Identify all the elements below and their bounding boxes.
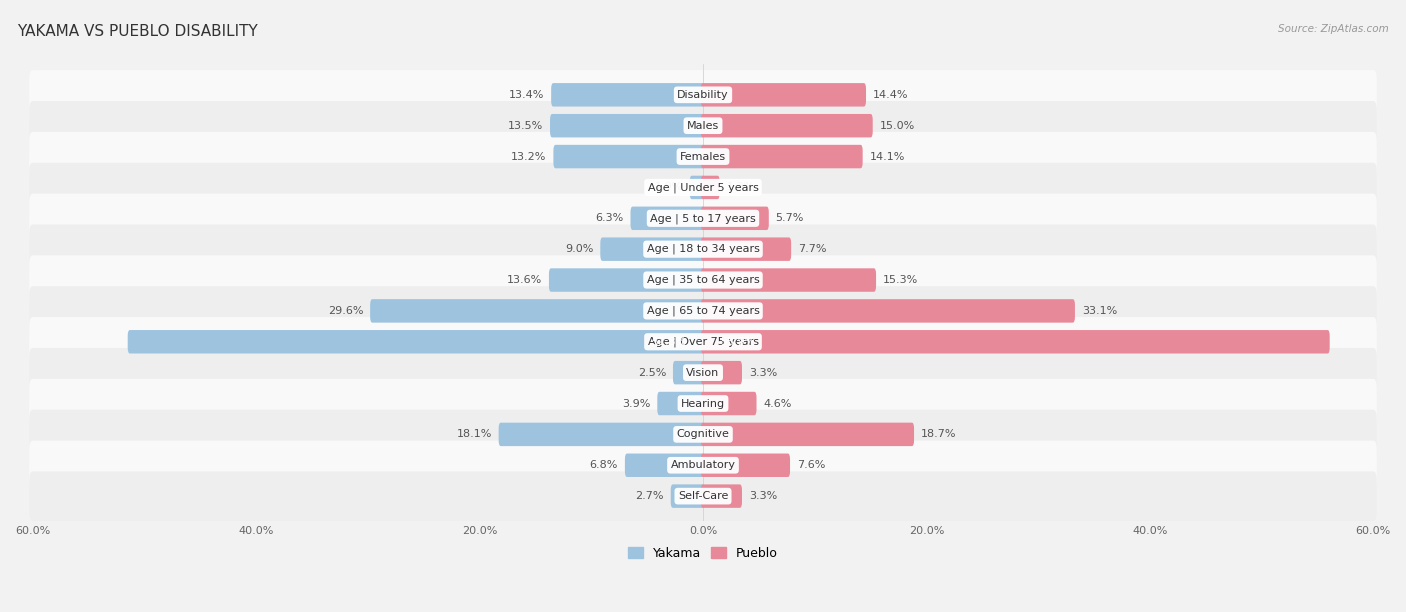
FancyBboxPatch shape [30,70,1376,119]
FancyBboxPatch shape [30,471,1376,521]
Legend: Yakama, Pueblo: Yakama, Pueblo [623,542,783,565]
FancyBboxPatch shape [657,392,706,416]
FancyBboxPatch shape [30,163,1376,212]
Text: 2.5%: 2.5% [638,368,666,378]
FancyBboxPatch shape [128,330,706,354]
FancyBboxPatch shape [30,348,1376,397]
Text: 5.7%: 5.7% [776,214,804,223]
FancyBboxPatch shape [700,484,742,508]
FancyBboxPatch shape [30,225,1376,274]
Text: 15.3%: 15.3% [883,275,918,285]
Text: YAKAMA VS PUEBLO DISABILITY: YAKAMA VS PUEBLO DISABILITY [17,24,257,40]
FancyBboxPatch shape [499,423,706,446]
FancyBboxPatch shape [30,317,1376,367]
FancyBboxPatch shape [554,145,706,168]
Text: 3.9%: 3.9% [621,398,651,409]
FancyBboxPatch shape [700,145,863,168]
Text: 18.1%: 18.1% [457,430,492,439]
FancyBboxPatch shape [548,268,706,292]
Text: 2.7%: 2.7% [636,491,664,501]
FancyBboxPatch shape [30,132,1376,181]
FancyBboxPatch shape [551,83,706,106]
Text: 1.0%: 1.0% [655,182,683,192]
Text: 13.6%: 13.6% [506,275,543,285]
Text: 14.1%: 14.1% [869,152,905,162]
FancyBboxPatch shape [700,176,720,199]
Text: Age | 5 to 17 years: Age | 5 to 17 years [650,213,756,223]
Text: 9.0%: 9.0% [565,244,593,254]
Text: Age | Over 75 years: Age | Over 75 years [648,337,758,347]
Text: Females: Females [681,152,725,162]
FancyBboxPatch shape [700,237,792,261]
Text: 6.8%: 6.8% [589,460,619,470]
FancyBboxPatch shape [700,83,866,106]
Text: 18.7%: 18.7% [921,430,956,439]
Text: 14.4%: 14.4% [873,90,908,100]
FancyBboxPatch shape [370,299,706,323]
FancyBboxPatch shape [30,379,1376,428]
FancyBboxPatch shape [30,286,1376,335]
Text: Self-Care: Self-Care [678,491,728,501]
FancyBboxPatch shape [671,484,706,508]
FancyBboxPatch shape [690,176,706,199]
FancyBboxPatch shape [700,423,914,446]
FancyBboxPatch shape [30,409,1376,459]
Text: 1.3%: 1.3% [727,182,755,192]
Text: 29.6%: 29.6% [328,306,363,316]
Text: Vision: Vision [686,368,720,378]
Text: Males: Males [688,121,718,131]
FancyBboxPatch shape [600,237,706,261]
Text: Age | 35 to 64 years: Age | 35 to 64 years [647,275,759,285]
FancyBboxPatch shape [700,330,1330,354]
Text: Disability: Disability [678,90,728,100]
FancyBboxPatch shape [30,193,1376,243]
Text: Age | 18 to 34 years: Age | 18 to 34 years [647,244,759,255]
Text: 3.3%: 3.3% [749,368,778,378]
FancyBboxPatch shape [700,392,756,416]
FancyBboxPatch shape [550,114,706,138]
Text: Hearing: Hearing [681,398,725,409]
FancyBboxPatch shape [30,101,1376,151]
Text: Age | Under 5 years: Age | Under 5 years [648,182,758,193]
Text: 15.0%: 15.0% [880,121,915,131]
Text: Ambulatory: Ambulatory [671,460,735,470]
FancyBboxPatch shape [700,299,1076,323]
FancyBboxPatch shape [700,361,742,384]
FancyBboxPatch shape [630,207,706,230]
FancyBboxPatch shape [700,114,873,138]
Text: 6.3%: 6.3% [595,214,624,223]
Text: 13.4%: 13.4% [509,90,544,100]
Text: 4.6%: 4.6% [763,398,792,409]
Text: 33.1%: 33.1% [1081,306,1116,316]
Text: 13.5%: 13.5% [508,121,543,131]
FancyBboxPatch shape [700,207,769,230]
FancyBboxPatch shape [624,453,706,477]
Text: 3.3%: 3.3% [749,491,778,501]
Text: Source: ZipAtlas.com: Source: ZipAtlas.com [1278,24,1389,34]
Text: Age | 65 to 74 years: Age | 65 to 74 years [647,305,759,316]
Text: 7.7%: 7.7% [799,244,827,254]
FancyBboxPatch shape [30,441,1376,490]
Text: Cognitive: Cognitive [676,430,730,439]
Text: 13.2%: 13.2% [512,152,547,162]
FancyBboxPatch shape [700,268,876,292]
Text: 51.3%: 51.3% [651,337,686,347]
Text: 55.9%: 55.9% [720,337,755,347]
Text: 7.6%: 7.6% [797,460,825,470]
FancyBboxPatch shape [30,255,1376,305]
FancyBboxPatch shape [673,361,706,384]
FancyBboxPatch shape [700,453,790,477]
